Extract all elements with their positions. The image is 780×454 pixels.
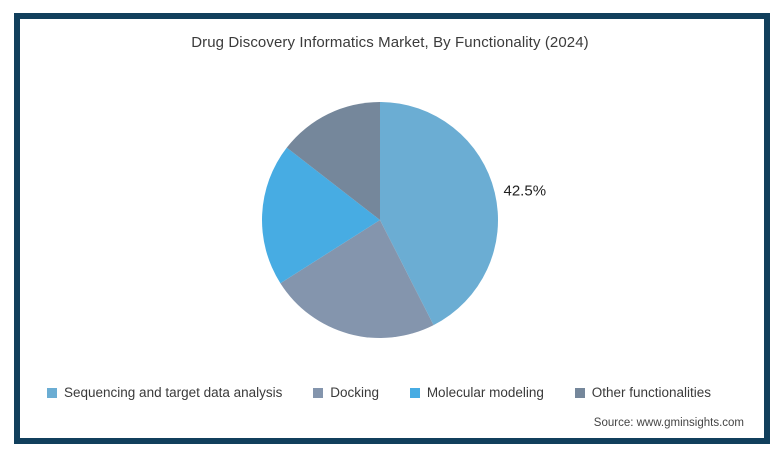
legend-swatch-icon xyxy=(409,387,420,398)
legend-swatch-icon xyxy=(47,387,57,398)
slice-value-label: 42.5% xyxy=(504,182,547,199)
legend-label: Molecular modeling xyxy=(426,385,544,400)
legend-item-docking: Docking xyxy=(313,385,379,400)
pie-slice-other-functionalities xyxy=(286,102,380,220)
legend-swatch-icon xyxy=(574,387,585,398)
legend-label: Docking xyxy=(330,385,379,400)
legend-label: Sequencing and target data analysis xyxy=(64,385,283,400)
legend: Sequencing and target data analysis Docki… xyxy=(47,385,711,400)
legend-label: Other functionalities xyxy=(591,385,711,400)
pie-slice-docking xyxy=(280,220,434,339)
legend-item-sequencing-and-target-data-analysis: Sequencing and target data analysis xyxy=(47,385,282,400)
legend-item-other-functionalities: Other functionalities xyxy=(574,385,711,400)
legend-swatch-icon xyxy=(313,387,324,398)
chart-title: Drug Discovery Informatics Market, By Fu… xyxy=(191,34,589,51)
source-note: Source: www.gminsights.com xyxy=(593,417,744,429)
legend-item-molecular-modeling: Molecular modeling xyxy=(409,385,544,400)
pie-slice-molecular-modeling xyxy=(261,147,380,284)
pie-slice-sequencing-and-target-data-analysis xyxy=(380,102,499,326)
